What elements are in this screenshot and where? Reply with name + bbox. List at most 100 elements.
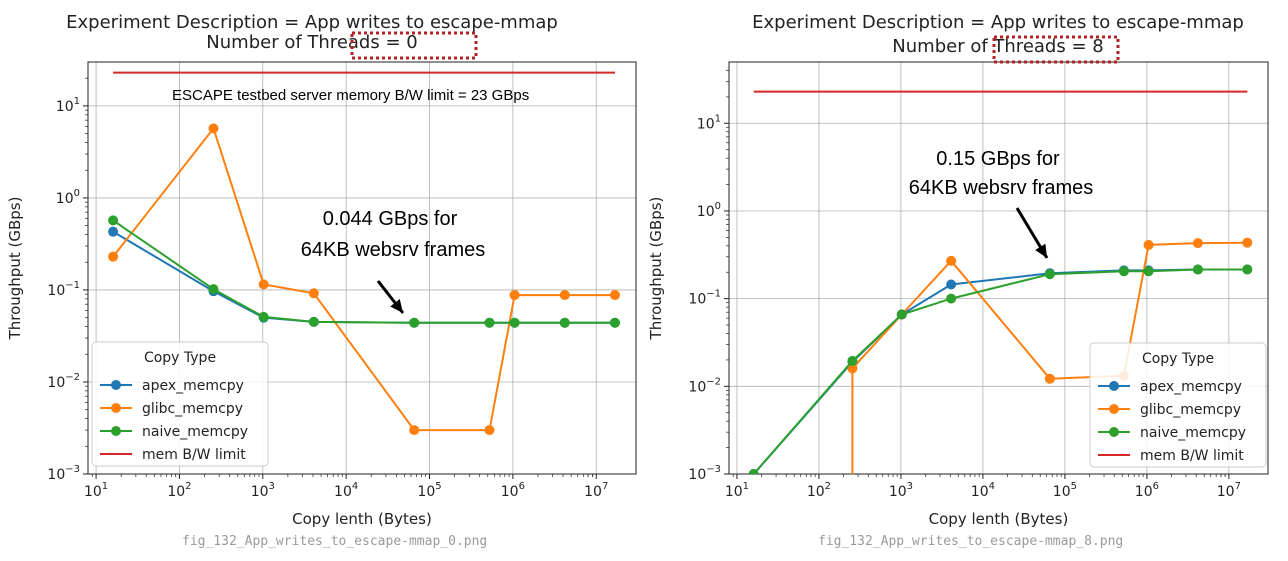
naive-data-point: [847, 355, 858, 366]
x-tick-label: 105: [417, 481, 441, 500]
y-axis-label: Throughput (GBps): [647, 197, 665, 341]
x-tick-label: 102: [807, 481, 831, 500]
legend-label: glibc_memcpy: [1140, 402, 1241, 418]
plot-frame: [87, 61, 637, 475]
threads-highlight-box: [992, 35, 1120, 64]
filename-caption-left: fig_132_App_writes_to_escape-mmap_0.png: [182, 534, 488, 549]
x-tick-label: 102: [167, 481, 191, 500]
chart-title: Experiment Description = App writes to e…: [752, 12, 1244, 33]
legend-swatch-marker: [1109, 427, 1119, 437]
chart-panel-left: 101 102 103 104 105 106 107 10−3 10−2 10−1 100 101 C…: [6, 12, 637, 528]
naive-data-point: [308, 316, 319, 327]
chart-subtitle: Number of Threads = 8: [892, 36, 1103, 57]
glibc-data-point: [609, 290, 620, 301]
naive-data-point: [409, 317, 420, 328]
naive-data-point: [258, 311, 269, 322]
glibc-data-point: [559, 290, 570, 301]
y-axis-label: Throughput (GBps): [6, 197, 24, 341]
legend-swatch-marker: [111, 380, 121, 390]
y-tick-label: 10−2: [47, 372, 80, 391]
naive-data-point: [1192, 264, 1203, 275]
naive-data-point: [896, 309, 907, 320]
naive-data-point: [1143, 266, 1154, 277]
legend-label: naive_memcpy: [142, 424, 248, 440]
naive-data-point: [509, 317, 520, 328]
legend-box: [91, 341, 269, 467]
y-tick-label: 10−3: [47, 464, 80, 483]
glibc-data-point: [1242, 237, 1253, 248]
y-tick-label: 101: [697, 113, 721, 132]
legend-swatch-marker: [1109, 404, 1119, 414]
series-group: [108, 71, 620, 436]
legend-label: glibc_memcpy: [142, 401, 243, 417]
legend-swatch-marker: [111, 403, 121, 413]
glibc-data-point: [409, 425, 420, 436]
glibc-data-point: [509, 290, 520, 301]
callout-text: 0.044 GBps for: [323, 208, 458, 230]
naive-data-point: [748, 469, 759, 474]
legend-label: apex_memcpy: [1140, 379, 1242, 395]
bandwidth-limit-annotation: ESCAPE testbed server memory B/W limit =…: [172, 87, 529, 104]
callout-arrowhead: [1035, 243, 1047, 258]
y-tick-label: 100: [697, 201, 721, 220]
x-tick-label: 107: [1217, 481, 1241, 500]
glibc-data-point: [1143, 239, 1154, 250]
glibc-data-point: [484, 425, 495, 436]
filename-caption-right: fig_132_App_writes_to_escape-mmap_8.png: [818, 534, 1124, 549]
x-tick-label: 106: [501, 481, 525, 500]
naive-data-point: [1118, 266, 1129, 277]
x-tick-label: 104: [334, 481, 358, 500]
legend-label: mem B/W limit: [1140, 448, 1244, 464]
callout-arrowhead: [390, 299, 403, 313]
plot-frame: [728, 61, 1269, 475]
threads-highlight-box: [350, 31, 478, 60]
callout-text: 64KB websrv frames: [301, 239, 486, 261]
x-tick-label: 104: [971, 481, 995, 500]
glibc-data-point: [847, 363, 858, 374]
y-tick-label: 100: [56, 188, 80, 207]
glibc-data-point: [308, 288, 319, 299]
y-tick-label: 101: [56, 96, 80, 115]
x-axis-label: Copy lenth (Bytes): [929, 510, 1069, 528]
x-tick-label: 103: [889, 481, 913, 500]
x-tick-label: 107: [584, 481, 608, 500]
naive-data-point: [1242, 264, 1253, 275]
x-tick-label: 103: [251, 481, 275, 500]
chart-panel-right: 101 102 103 104 105 106 107 10−3 10−2 10−1 100 101 C…: [647, 12, 1269, 528]
apex-data-point: [946, 279, 957, 290]
chart-title: Experiment Description = App writes to e…: [66, 12, 558, 33]
x-tick-label: 105: [1053, 481, 1077, 500]
y-tick-label: 10−2: [688, 376, 721, 395]
glibc-data-point: [1044, 373, 1055, 384]
legend-label: apex_memcpy: [142, 378, 244, 394]
glibc-data-point: [258, 279, 269, 290]
y-tick-label: 10−1: [688, 289, 721, 308]
naive-data-point: [108, 215, 119, 226]
legend-swatch-marker: [111, 426, 121, 436]
callout-text: 64KB websrv frames: [909, 177, 1094, 199]
y-tick-label: 10−1: [47, 280, 80, 299]
glibc-data-point: [946, 255, 957, 266]
x-tick-label: 101: [725, 481, 749, 500]
legend-label: naive_memcpy: [1140, 425, 1246, 441]
apex-data-point: [108, 226, 119, 237]
glibc-data-point: [108, 251, 119, 262]
x-tick-label: 101: [84, 481, 108, 500]
glibc-data-point: [208, 123, 219, 134]
callout-text: 0.15 GBps for: [936, 148, 1060, 170]
naive-data-point: [484, 317, 495, 328]
legend-title: Copy Type: [144, 350, 216, 366]
glibc-data-point: [1192, 238, 1203, 249]
legend-box: [1089, 342, 1267, 468]
legend-label: mem B/W limit: [142, 447, 246, 463]
naive-data-point: [1044, 269, 1055, 280]
legend-title: Copy Type: [1142, 351, 1214, 367]
naive-data-point: [559, 317, 570, 328]
x-tick-label: 106: [1135, 481, 1159, 500]
naive-data-point: [208, 284, 219, 295]
naive-data-point: [609, 317, 620, 328]
naive-data-point: [946, 293, 957, 304]
y-tick-label: 10−3: [688, 464, 721, 483]
x-axis-label: Copy lenth (Bytes): [292, 510, 432, 528]
